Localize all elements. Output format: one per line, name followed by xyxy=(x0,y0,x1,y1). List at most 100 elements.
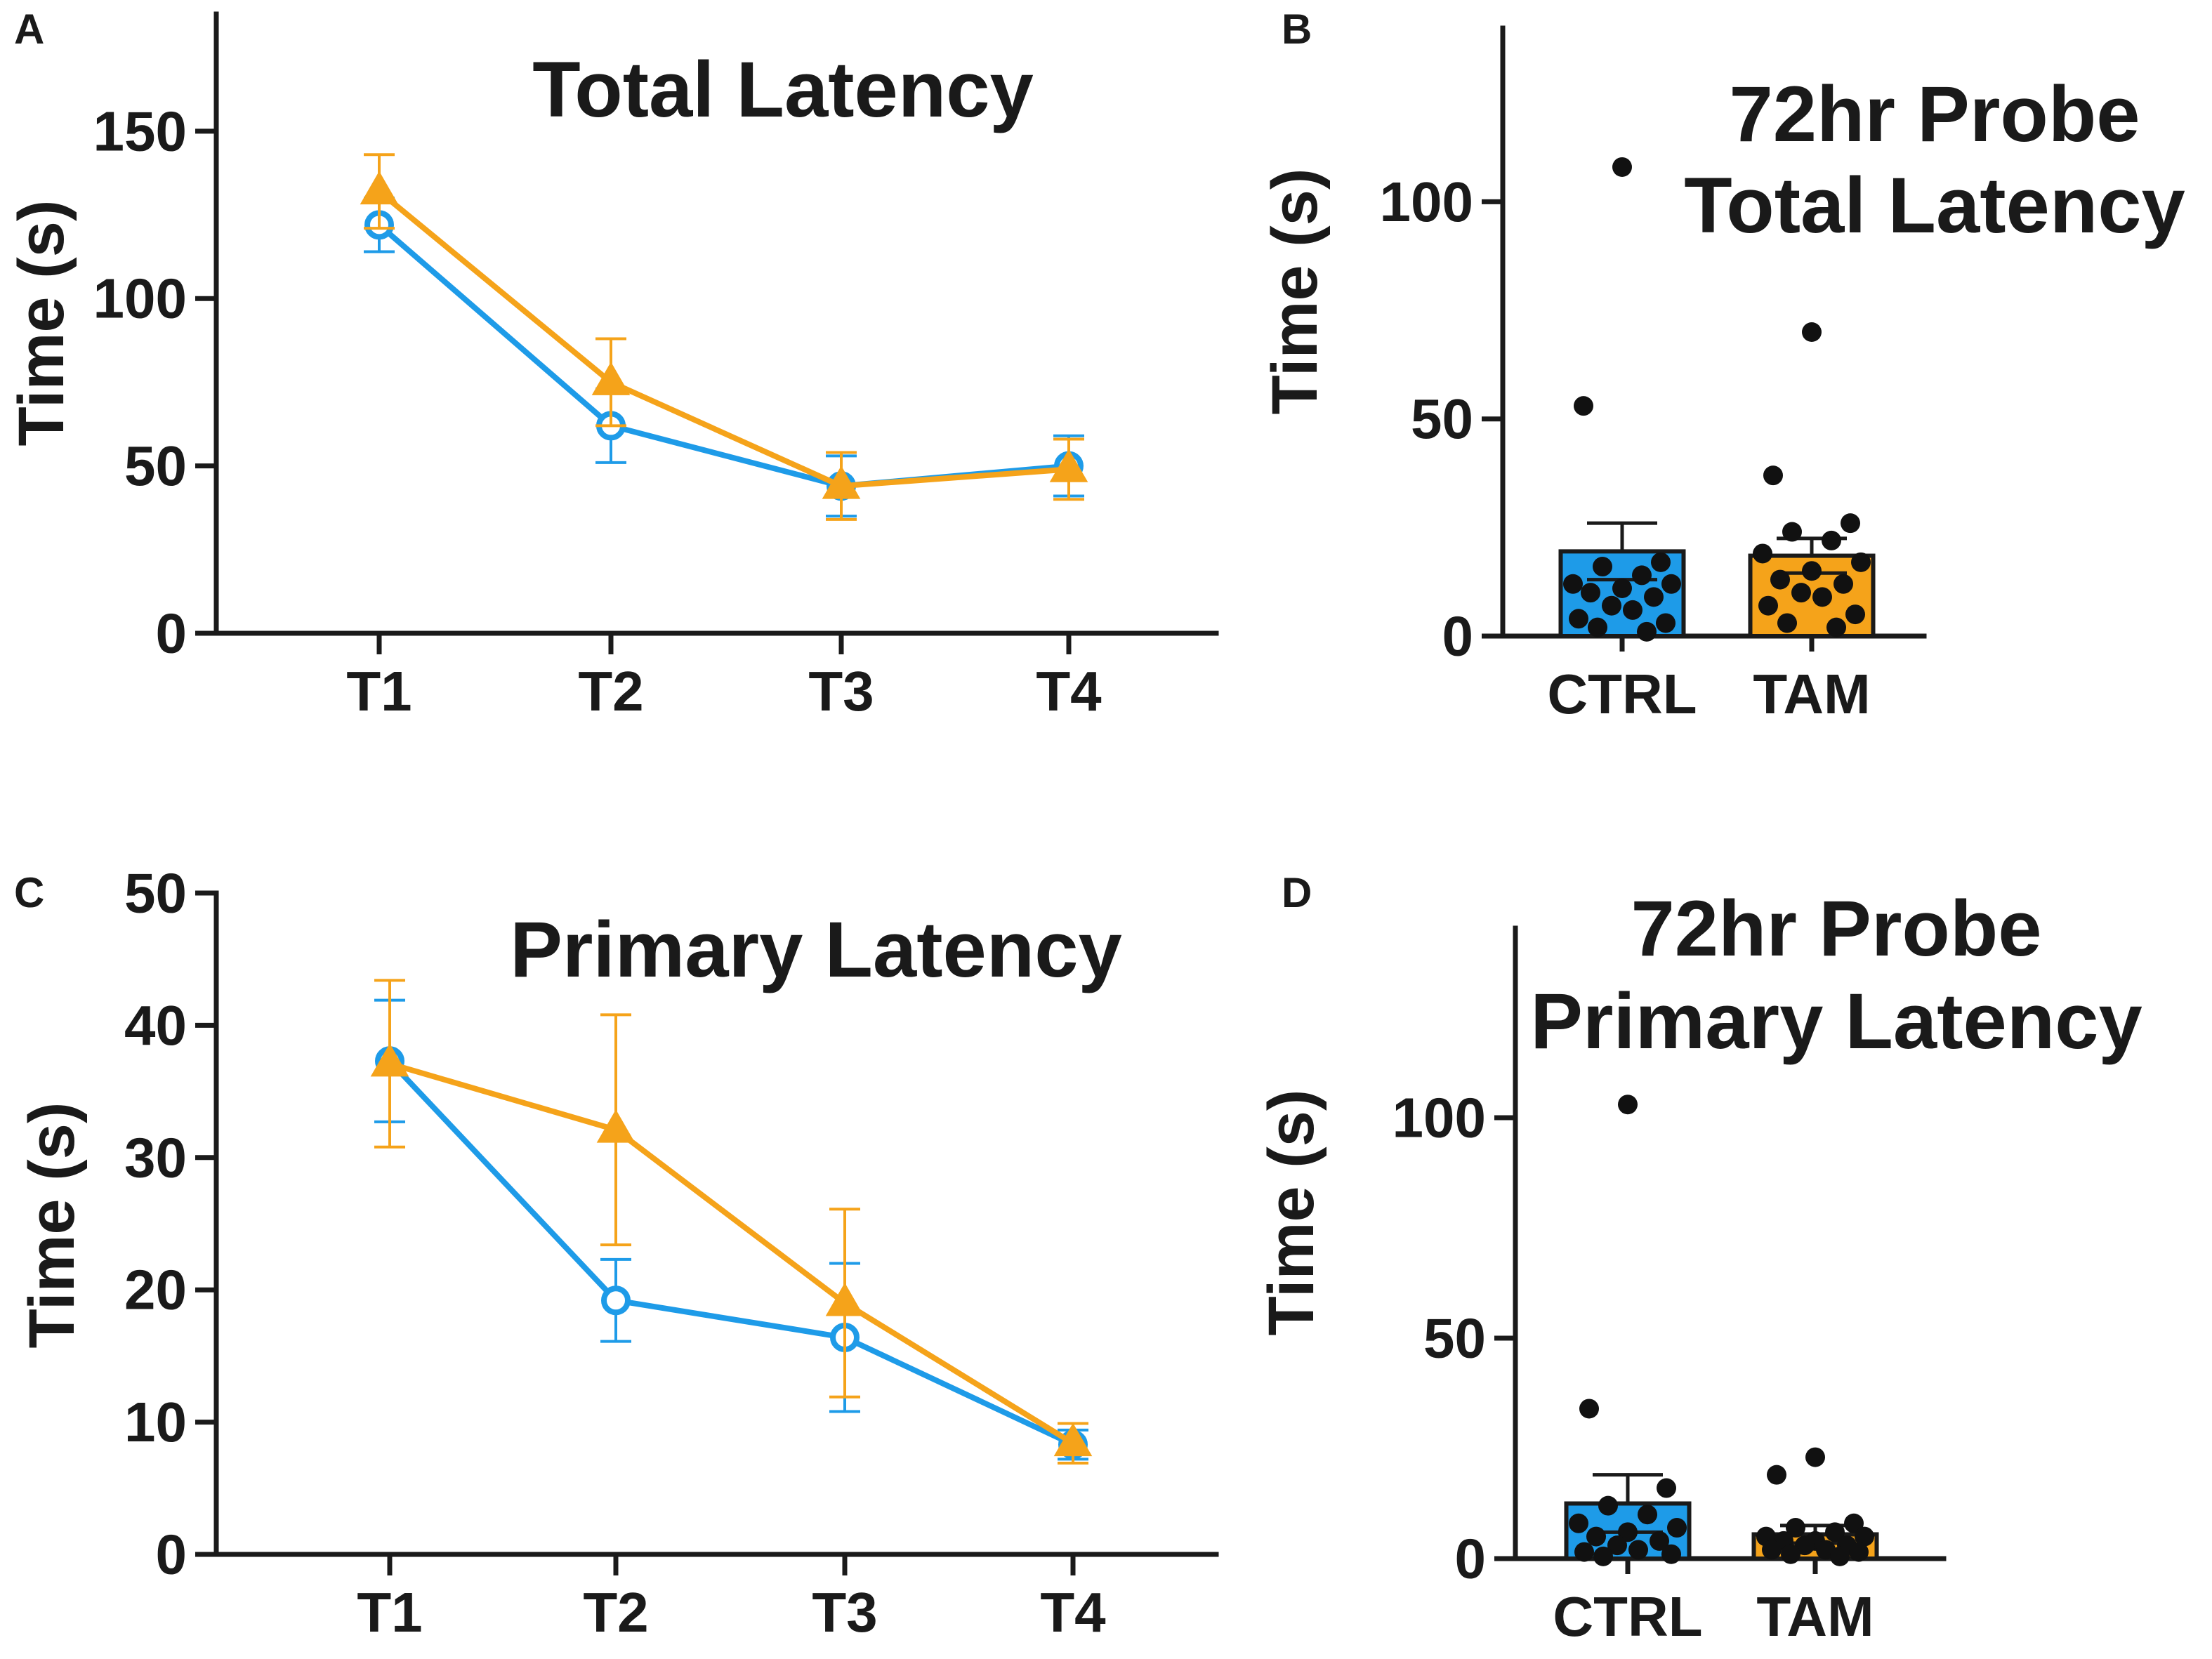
x-tick-label: T2 xyxy=(578,660,643,722)
data-point xyxy=(1588,617,1607,637)
data-point xyxy=(1763,465,1783,486)
data-point xyxy=(1581,583,1600,603)
x-tick-label: TAM xyxy=(1753,663,1870,725)
series-tam xyxy=(370,979,1093,1465)
data-point xyxy=(1767,1465,1786,1485)
data-point xyxy=(1598,1495,1618,1516)
data-point xyxy=(1791,583,1811,603)
chart-title: Primary Latency xyxy=(510,906,1122,993)
data-point xyxy=(1826,617,1846,637)
data-point xyxy=(1845,604,1865,625)
data-point xyxy=(1849,1542,1869,1562)
data-point xyxy=(1770,569,1790,590)
data-point xyxy=(1841,513,1860,534)
y-tick-label: 100 xyxy=(1380,171,1473,233)
data-point xyxy=(825,1283,864,1316)
series-ctrl xyxy=(374,998,1088,1461)
series-line xyxy=(388,1061,1075,1446)
data-point xyxy=(1812,587,1832,607)
data-point xyxy=(1786,1518,1805,1538)
data-point xyxy=(1569,1513,1588,1533)
data-point xyxy=(1805,1447,1825,1467)
y-tick-label: 0 xyxy=(156,602,187,665)
data-point xyxy=(1593,1546,1613,1566)
data-point xyxy=(591,362,631,395)
data-point xyxy=(1758,595,1778,616)
data-point xyxy=(1661,1544,1681,1564)
data-point xyxy=(1753,543,1772,564)
y-tick-label: 100 xyxy=(1393,1087,1486,1149)
x-tick-label: T4 xyxy=(1036,660,1102,722)
y-tick-label: 0 xyxy=(1442,605,1474,668)
panel-letter: D xyxy=(1282,869,1312,916)
panel-letter: B xyxy=(1282,6,1312,53)
data-point xyxy=(1563,574,1583,594)
y-tick-label: 50 xyxy=(124,862,187,925)
data-point xyxy=(1623,600,1642,620)
data-point xyxy=(1049,449,1088,482)
y-tick-label: 0 xyxy=(1455,1528,1487,1590)
data-point xyxy=(1579,1399,1599,1419)
data-point xyxy=(1628,1540,1648,1560)
x-tick-label: T3 xyxy=(808,660,874,722)
data-point xyxy=(1777,613,1797,633)
x-tick-label: T1 xyxy=(357,1581,422,1644)
data-point xyxy=(1822,530,1841,550)
x-tick-label: T3 xyxy=(812,1581,877,1644)
bar-group-ctrl xyxy=(1558,157,1686,642)
panel-letter: C xyxy=(14,869,44,916)
data-point xyxy=(1825,1522,1845,1542)
chart-title: Total Latency xyxy=(532,46,1034,133)
y-axis-label: Time (s) xyxy=(6,199,77,446)
data-point xyxy=(1855,1526,1874,1547)
panel-a: A Total Latency Time (s) 0 50 100 150 T1 T2 T3 T4 xyxy=(6,6,1219,722)
y-tick-label: 50 xyxy=(124,435,187,497)
data-point xyxy=(1607,1535,1627,1556)
data-point xyxy=(1053,1422,1093,1457)
series-line xyxy=(388,1059,1074,1448)
data-point xyxy=(1851,552,1871,572)
chart-title: Primary Latency xyxy=(1530,977,2142,1065)
data-point xyxy=(1593,557,1612,577)
data-point xyxy=(1782,522,1802,542)
data-point xyxy=(1834,574,1853,594)
data-point xyxy=(370,1043,409,1077)
x-tick-label: T1 xyxy=(346,660,412,722)
y-tick-label: 20 xyxy=(124,1259,187,1321)
data-point xyxy=(1830,1546,1850,1566)
data-point xyxy=(1574,1542,1594,1562)
data-point xyxy=(1651,552,1671,572)
data-point xyxy=(1638,1505,1657,1525)
chart-title: Total Latency xyxy=(1684,161,2185,249)
data-point xyxy=(1802,322,1822,342)
data-point xyxy=(1644,587,1664,607)
series-tam xyxy=(360,153,1088,521)
panel-c: C Primary Latency Time (s) 0 10 20 30 40 50 T1 T2 T… xyxy=(14,862,1219,1644)
series-line xyxy=(377,189,1069,489)
x-tick-label: T2 xyxy=(583,1581,648,1644)
data-point xyxy=(1637,621,1657,642)
data-point xyxy=(1602,595,1621,616)
data-point xyxy=(1667,1518,1687,1538)
x-tick-label: TAM xyxy=(1756,1585,1874,1648)
x-tick-label: T4 xyxy=(1040,1581,1106,1644)
data-point xyxy=(1586,1526,1606,1547)
y-tick-label: 50 xyxy=(1423,1307,1486,1370)
series-ctrl xyxy=(364,197,1084,518)
y-tick-label: 150 xyxy=(93,100,187,162)
data-point xyxy=(601,1285,631,1316)
data-point xyxy=(1781,1544,1800,1564)
data-point xyxy=(1762,1540,1782,1560)
data-point xyxy=(1618,1095,1638,1115)
data-point xyxy=(1574,396,1593,416)
data-point xyxy=(822,465,861,499)
data-point xyxy=(1569,609,1588,629)
y-axis-label: Time (s) xyxy=(1259,168,1331,414)
data-point xyxy=(1795,1535,1815,1556)
data-point xyxy=(1661,574,1681,594)
y-axis-label: Time (s) xyxy=(16,1102,88,1348)
data-point xyxy=(360,171,399,205)
data-point xyxy=(1657,1478,1676,1498)
panel-letter: A xyxy=(14,6,44,53)
